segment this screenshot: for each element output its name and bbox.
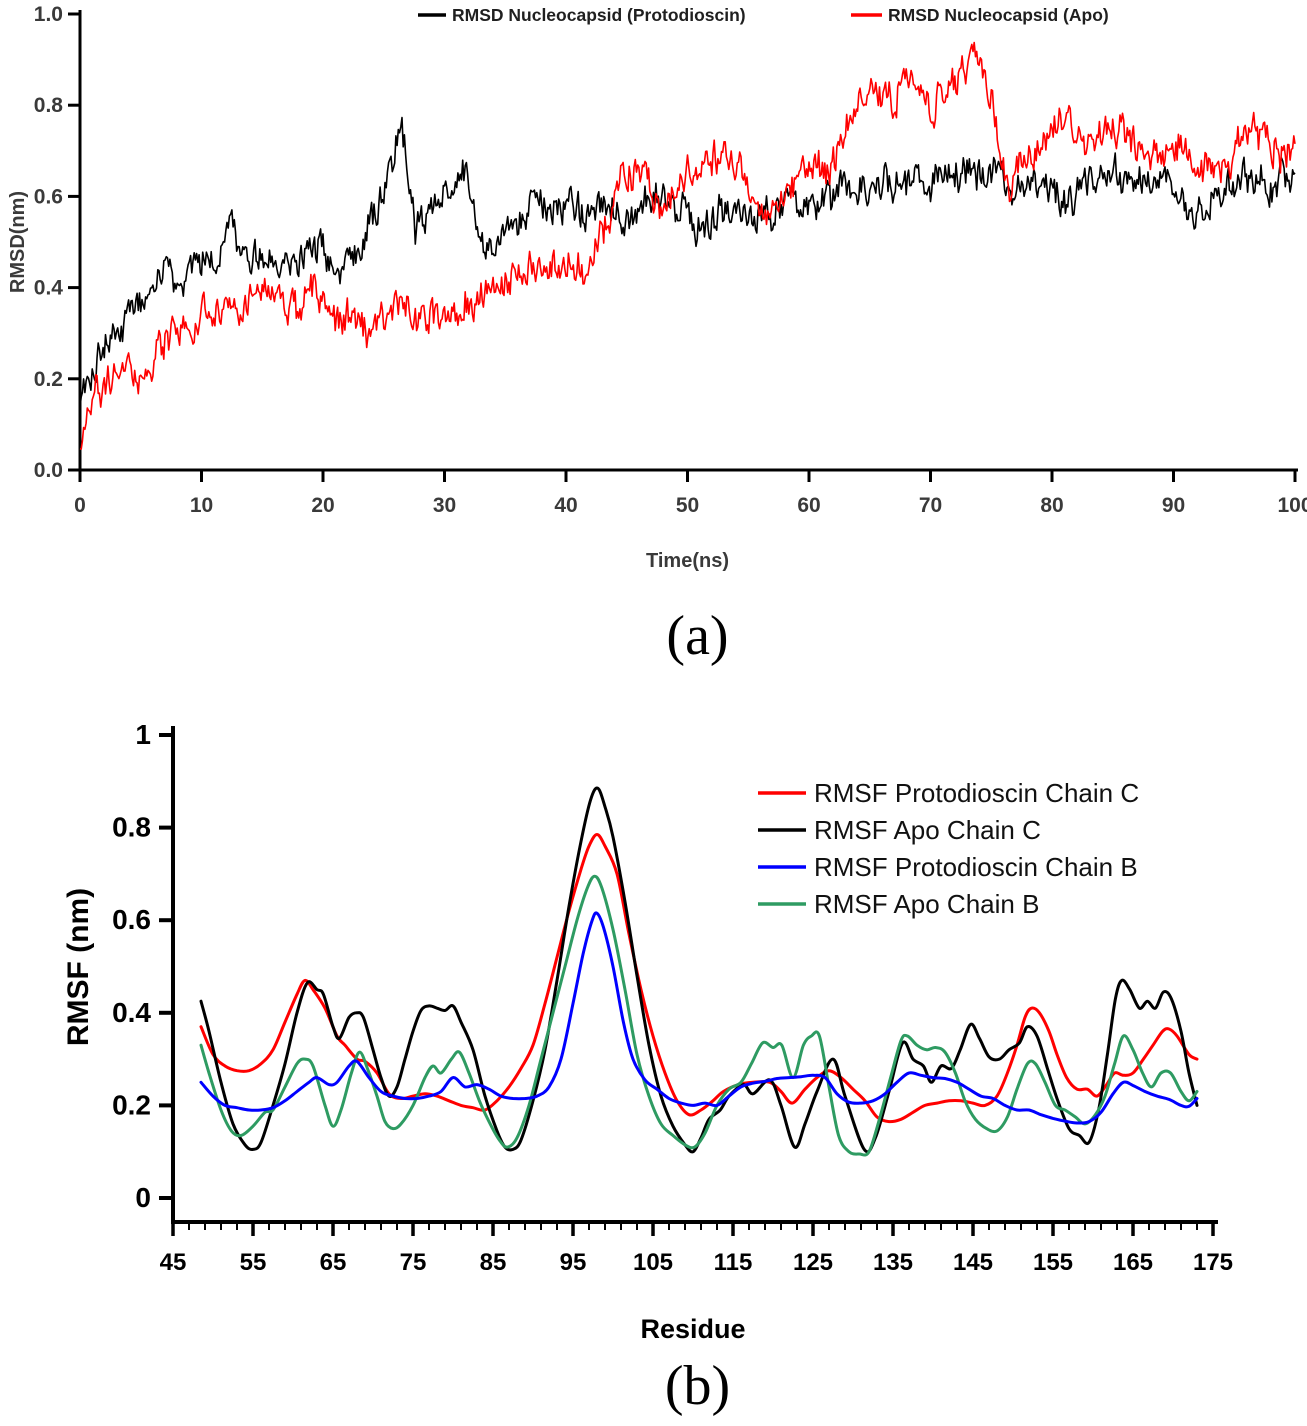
series-line-rmsf_apo_c <box>199 786 1199 1154</box>
y-ticks: 0.0 0.2 0.4 0.6 0.8 1.0 <box>34 3 80 482</box>
series-group <box>199 786 1199 1157</box>
legend-item: RMSD Nucleocapsid (Apo) <box>851 5 1109 25</box>
y-tick-label: 0.6 <box>112 904 151 935</box>
legend-label: RMSF Apo Chain C <box>814 815 1041 845</box>
y-axis-title: RMSD(nm) <box>7 191 29 293</box>
y-tick-label: 0.2 <box>34 368 63 391</box>
legend: RMSF Protodioscin Chain C RMSF Apo Chain … <box>758 778 1139 919</box>
caption-b: (b) <box>664 1355 731 1417</box>
rmsd-chart: 0.0 0.2 0.4 0.6 0.8 1.0 0 10 20 30 40 50 60 70 80 90 100… <box>7 3 1307 572</box>
x-tick-label: 0 <box>74 494 86 517</box>
x-tick-label: 85 <box>480 1249 507 1276</box>
x-tick-label: 10 <box>190 494 213 517</box>
x-tick-label: 175 <box>1193 1249 1233 1276</box>
x-tick-label: 165 <box>1113 1249 1153 1276</box>
y-tick-label: 1.0 <box>34 3 63 26</box>
legend: RMSD Nucleocapsid (Protodioscin) RMSD Nuc… <box>418 5 1109 25</box>
x-tick-label: 65 <box>320 1249 347 1276</box>
legend-label: RMSF Apo Chain B <box>814 889 1039 919</box>
x-tick-label: 60 <box>797 494 820 517</box>
x-ticks: 0 10 20 30 40 50 60 70 80 90 100 <box>74 470 1307 517</box>
x-tick-label: 100 <box>1277 494 1307 517</box>
y-axis-title: RMSF (nm) <box>62 888 95 1046</box>
legend-label: RMSD Nucleocapsid (Apo) <box>888 5 1109 25</box>
legend-item: RMSF Protodioscin Chain B <box>758 852 1138 882</box>
y-tick-label: 1 <box>135 719 151 750</box>
series-group <box>79 41 1296 450</box>
x-tick-label: 80 <box>1040 494 1063 517</box>
series-line-rmsf_apo_b <box>199 874 1199 1157</box>
x-tick-label: 70 <box>919 494 942 517</box>
series-line-rmsf_protodioscin_b <box>199 911 1199 1125</box>
series-line-rmsd_protodioscin <box>79 116 1296 408</box>
legend-label: RMSD Nucleocapsid (Protodioscin) <box>452 5 746 25</box>
x-tick-label: 30 <box>433 494 456 517</box>
x-axis-title: Residue <box>640 1314 745 1344</box>
x-tick-label: 45 <box>160 1249 187 1276</box>
y-tick-label: 0.8 <box>112 812 151 843</box>
y-tick-label: 0 <box>135 1182 151 1213</box>
legend-item: RMSF Apo Chain B <box>758 889 1039 919</box>
legend-item: RMSD Nucleocapsid (Protodioscin) <box>418 5 746 25</box>
y-tick-label: 0.0 <box>34 459 63 482</box>
x-tick-label: 115 <box>714 1249 753 1276</box>
axes <box>78 10 1298 472</box>
y-tick-label: 0.8 <box>34 94 64 117</box>
x-tick-label: 125 <box>793 1249 833 1276</box>
x-tick-label: 50 <box>676 494 699 517</box>
legend-label: RMSF Protodioscin Chain C <box>814 778 1139 808</box>
y-tick-label: 0.4 <box>34 277 64 300</box>
x-tick-label: 105 <box>633 1249 673 1276</box>
y-tick-label: 0.2 <box>112 1089 151 1120</box>
series-line-rmsd_apo <box>79 41 1296 450</box>
x-tick-label: 90 <box>1162 494 1185 517</box>
x-tick-label: 145 <box>953 1249 993 1276</box>
x-tick-label: 75 <box>400 1249 427 1276</box>
legend-item: RMSF Protodioscin Chain C <box>758 778 1139 808</box>
x-tick-label: 40 <box>554 494 577 517</box>
y-tick-label: 0.6 <box>34 185 63 208</box>
legend-item: RMSF Apo Chain C <box>758 815 1041 845</box>
axes <box>171 726 1218 1224</box>
caption-a: (a) <box>666 605 729 667</box>
x-tick-label: 20 <box>311 494 334 517</box>
legend-label: RMSF Protodioscin Chain B <box>814 852 1138 882</box>
x-ticks: 45 55 65 75 85 95 105 115 125 135 145 155 165 175 <box>160 1222 1233 1276</box>
x-tick-label: 155 <box>1033 1249 1073 1276</box>
y-ticks: 0 0.2 0.4 0.6 0.8 1 <box>112 719 173 1213</box>
y-tick-label: 0.4 <box>112 997 151 1028</box>
x-axis-title: Time(ns) <box>646 550 729 572</box>
x-tick-label: 55 <box>240 1249 267 1276</box>
x-tick-label: 135 <box>873 1249 913 1276</box>
x-tick-label: 95 <box>560 1249 587 1276</box>
